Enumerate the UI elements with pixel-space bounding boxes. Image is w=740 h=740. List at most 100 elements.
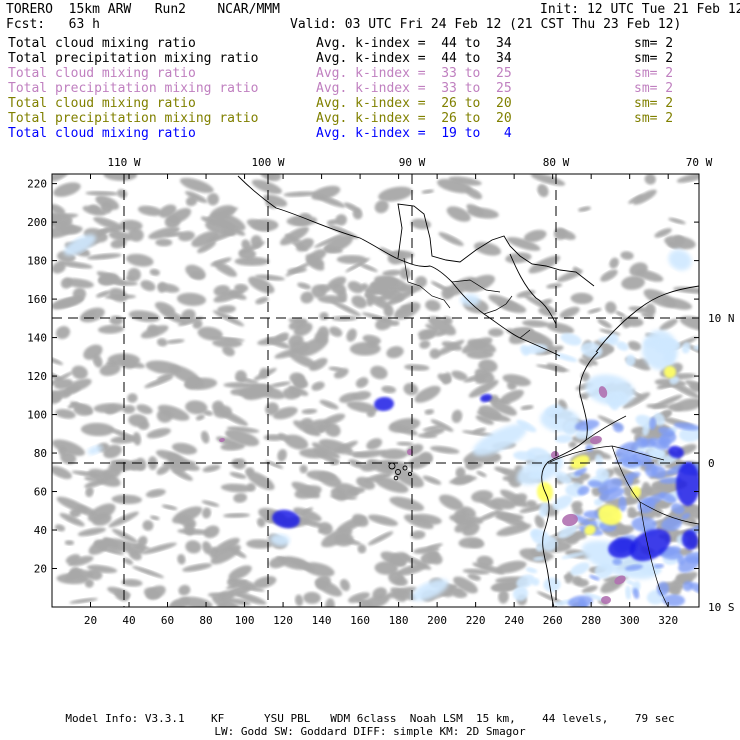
- cloud-blob: [223, 512, 251, 518]
- cloud-blob: [660, 338, 681, 350]
- cloud-blob: [346, 328, 357, 342]
- cloud-blob: [693, 344, 699, 351]
- cloud-blob: [475, 415, 494, 425]
- cloud-blob: [185, 540, 202, 554]
- longitude-label: 70 W: [686, 156, 713, 169]
- cloud-blob: [213, 285, 231, 297]
- cloud-blob: [110, 238, 127, 249]
- cloud-blob: [87, 503, 116, 522]
- cloud-blob: [230, 388, 248, 396]
- cloud-blob: [322, 413, 346, 425]
- cloud-blob: [226, 426, 260, 433]
- cloud-blob: [418, 329, 435, 339]
- cloud-blob: [476, 410, 511, 422]
- cloud-blob: [57, 261, 93, 269]
- cloud-blob: [166, 338, 185, 344]
- cloud-blob: [478, 359, 498, 373]
- cloud-blob: [318, 284, 331, 293]
- cloud-blob: [404, 364, 430, 371]
- cloud-blob: [464, 274, 496, 293]
- cloud-blob: [102, 538, 133, 553]
- cloud-blob: [366, 438, 383, 450]
- cloud-blob: [336, 255, 368, 264]
- cloud-blob: [605, 391, 622, 406]
- cloud-blob: [317, 326, 330, 340]
- cloud-blob: [212, 338, 243, 348]
- y-tick-label: 20: [34, 563, 47, 576]
- cloud-blob: [467, 573, 481, 581]
- cloud-blob: [318, 522, 333, 536]
- cloud-blob: [171, 442, 198, 455]
- cloud-blob: [277, 449, 287, 462]
- cloud-blob: [95, 290, 111, 298]
- cloud-blob: [203, 410, 213, 416]
- cloud-blob: [331, 300, 362, 317]
- cloud-blob: [629, 528, 671, 562]
- cloud-blob: [661, 410, 672, 418]
- cloud-blob: [561, 552, 585, 559]
- cloud-blob: [291, 240, 308, 251]
- cloud-blob: [207, 193, 220, 206]
- cloud-blob: [681, 342, 691, 354]
- cloud-blob: [309, 357, 328, 371]
- cloud-blob: [52, 213, 79, 221]
- cloud-blob: [605, 301, 617, 314]
- cloud-blob: [270, 533, 290, 547]
- cloud-blob: [73, 403, 93, 416]
- cloud-blob: [375, 317, 393, 331]
- cloud-blob: [253, 368, 277, 381]
- cloud-blob: [673, 286, 699, 294]
- cloud-blob: [235, 592, 267, 605]
- cloud-blob: [653, 563, 665, 569]
- cloud-blob: [424, 427, 446, 437]
- legend-smoothing: sm= 2: [634, 111, 674, 126]
- cloud-blob: [128, 310, 160, 323]
- cloud-blob: [516, 454, 564, 486]
- cloud-blob: [148, 226, 180, 240]
- cloud-blob: [185, 191, 208, 203]
- cloud-blob: [52, 439, 85, 456]
- cloud-blob: [530, 174, 566, 186]
- cloud-blob: [87, 253, 122, 260]
- cloud-blob: [478, 510, 501, 522]
- cloud-blob: [220, 483, 253, 493]
- cloud-blob: [245, 467, 255, 476]
- cloud-blob: [263, 434, 285, 441]
- cloud-blob: [399, 267, 411, 280]
- cloud-blob: [421, 189, 434, 194]
- cloud-blob: [462, 430, 495, 437]
- cloud-blob: [202, 507, 212, 519]
- cloud-blob: [659, 318, 678, 331]
- cloud-blob: [382, 269, 402, 277]
- cloud-blob: [490, 580, 522, 591]
- cloud-blob: [393, 468, 424, 488]
- cloud-blob: [218, 590, 235, 602]
- cloud-blob: [526, 447, 550, 462]
- cloud-blob: [246, 539, 273, 549]
- cloud-blob: [422, 425, 442, 432]
- cloud-blob: [451, 409, 463, 423]
- cloud-blob: [584, 524, 596, 536]
- cloud-blob: [352, 450, 387, 458]
- y-tick-label: 140: [27, 332, 47, 345]
- x-tick-label: 280: [581, 614, 601, 627]
- cloud-blob: [229, 472, 247, 479]
- cloud-blob: [370, 365, 388, 380]
- cloud-blob: [689, 582, 699, 595]
- cloud-blob: [652, 506, 663, 518]
- cloud-blob: [251, 219, 279, 232]
- cloud-blob: [530, 529, 540, 538]
- cloud-blob: [366, 409, 376, 418]
- cloud-blob: [685, 380, 699, 391]
- cloud-blob: [600, 269, 618, 282]
- cloud-blob: [161, 504, 178, 511]
- cloud-blob: [620, 251, 634, 260]
- cloud-blob: [65, 554, 81, 564]
- cloud-blob: [397, 284, 423, 293]
- cloud-blob: [435, 329, 447, 337]
- cloud-blob: [441, 372, 452, 385]
- x-tick-label: 20: [84, 614, 97, 627]
- cloud-blob: [673, 422, 699, 431]
- cloud-blob: [169, 365, 201, 385]
- cloud-blob: [490, 400, 517, 416]
